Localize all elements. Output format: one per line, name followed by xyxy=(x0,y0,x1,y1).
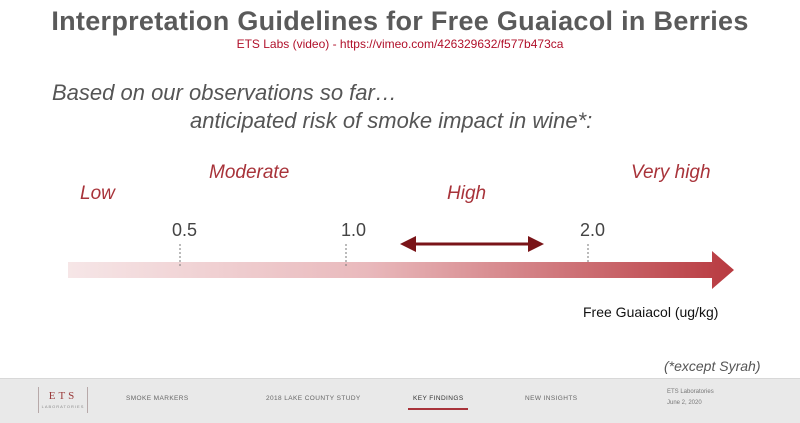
company-name: ETS Laboratories xyxy=(667,389,714,395)
slide-title: Interpretation Guidelines for Free Guaia… xyxy=(51,6,749,36)
active-nav-indicator xyxy=(408,408,468,410)
ets-logo[interactable]: ETS LABORATORIES xyxy=(38,387,88,413)
tick-label-1-0: 1.0 xyxy=(341,220,367,240)
footer-bar: ETS LABORATORIES SMOKE MARKERS 2018 LAKE… xyxy=(0,378,800,423)
high-range-double-arrow xyxy=(400,236,544,252)
risk-level-very-high: Very high xyxy=(631,162,711,183)
tick-label-0-5: 0.5 xyxy=(172,220,198,240)
nav-lake-county-study[interactable]: 2018 LAKE COUNTY STUDY xyxy=(266,395,361,402)
risk-level-moderate: Moderate xyxy=(209,162,290,183)
axis-label: Free Guaiacol (ug/kg) xyxy=(583,304,719,320)
tick-label-2-0: 2.0 xyxy=(580,220,606,240)
video-source-link[interactable]: ETS Labs (video) - https://vimeo.com/426… xyxy=(236,37,564,51)
risk-level-high: High xyxy=(447,183,487,204)
footnote: (*except Syrah) xyxy=(664,358,761,374)
nav-new-insights[interactable]: NEW INSIGHTS xyxy=(525,395,578,402)
nav-key-findings[interactable]: KEY FINDINGS xyxy=(413,395,464,402)
risk-level-low: Low xyxy=(80,183,115,204)
nav-smoke-markers[interactable]: SMOKE MARKERS xyxy=(126,395,189,402)
risk-scale-graphic xyxy=(68,236,734,289)
risk-gradient-arrow xyxy=(68,251,734,289)
statement-line-1: Based on our observations so far… xyxy=(52,80,397,105)
logo-subtext: LABORATORIES xyxy=(41,404,85,409)
statement-line-2: anticipated risk of smoke impact in wine… xyxy=(190,108,593,133)
presentation-date: June 2, 2020 xyxy=(667,400,702,406)
logo-text: ETS xyxy=(48,390,78,402)
